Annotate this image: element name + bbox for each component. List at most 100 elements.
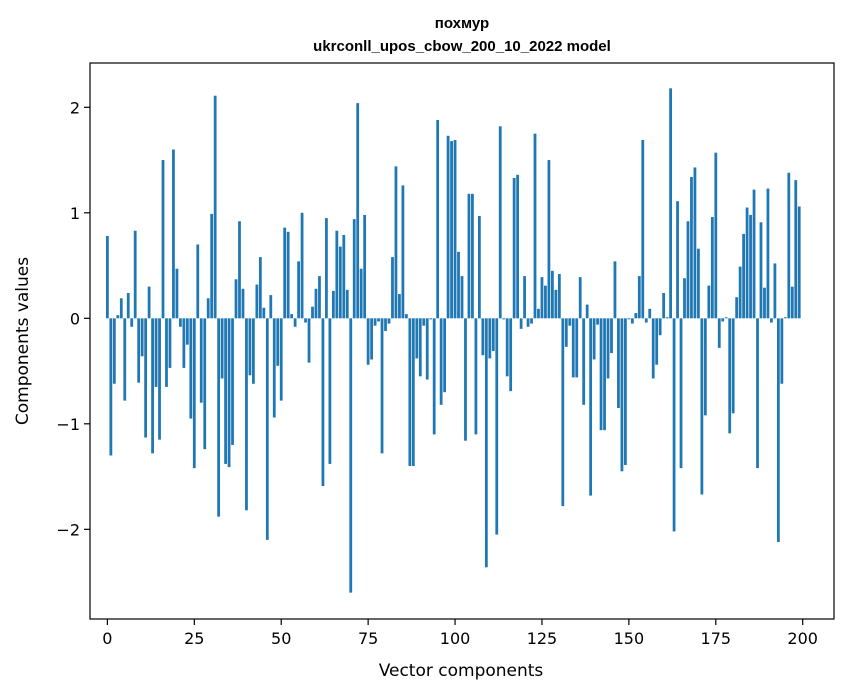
bar xyxy=(349,318,353,593)
bar xyxy=(537,308,540,319)
y-tick-label: −1 xyxy=(56,415,80,434)
bars-group xyxy=(105,88,801,593)
bar xyxy=(425,318,429,380)
bar xyxy=(234,279,238,319)
bar xyxy=(498,126,502,319)
bar xyxy=(196,244,200,319)
bar xyxy=(158,318,161,440)
bar xyxy=(516,174,520,319)
bar xyxy=(300,212,304,319)
bar xyxy=(471,193,474,319)
bar xyxy=(627,318,631,320)
bar xyxy=(398,294,401,319)
y-tick-label: −2 xyxy=(56,520,80,539)
bar xyxy=(443,318,447,393)
bar xyxy=(731,318,735,414)
bar xyxy=(422,318,426,326)
bar xyxy=(637,276,641,319)
bar xyxy=(547,160,551,319)
bar xyxy=(123,318,127,401)
bar xyxy=(484,318,488,568)
bar xyxy=(644,318,648,323)
bar xyxy=(415,318,419,359)
bar xyxy=(213,95,217,319)
x-tick-label: 175 xyxy=(701,629,732,648)
bar xyxy=(394,166,398,319)
bar xyxy=(613,261,617,319)
bar xyxy=(401,185,405,319)
bar xyxy=(283,227,287,319)
bar xyxy=(502,318,506,320)
bar xyxy=(693,167,697,319)
bar xyxy=(526,318,530,327)
bar xyxy=(783,317,787,319)
y-axis-ticks: −2 −1 0 1 2 xyxy=(56,98,90,539)
bar xyxy=(557,274,561,319)
bar xyxy=(307,318,311,363)
bar xyxy=(780,318,784,384)
bar xyxy=(172,149,175,319)
bar xyxy=(408,318,412,467)
bar xyxy=(418,318,422,377)
bar xyxy=(710,217,714,319)
bar xyxy=(318,276,321,319)
bar xyxy=(596,318,599,325)
chart-title: похмур xyxy=(435,15,489,32)
bar xyxy=(144,318,148,438)
bar xyxy=(759,222,763,319)
bar xyxy=(568,318,572,326)
bar xyxy=(391,257,394,319)
bar xyxy=(168,318,172,368)
bar xyxy=(582,318,586,405)
bar xyxy=(519,318,523,329)
bar xyxy=(258,257,262,319)
y-tick-label: 1 xyxy=(70,204,80,223)
bar xyxy=(592,318,596,360)
bar xyxy=(658,318,662,336)
bar xyxy=(210,213,214,319)
x-tick-label: 100 xyxy=(440,629,471,648)
bar xyxy=(634,313,638,319)
bar xyxy=(617,318,620,408)
bar xyxy=(467,193,471,319)
bar xyxy=(411,318,415,467)
bar xyxy=(794,180,798,319)
bar xyxy=(356,103,360,319)
bar xyxy=(749,214,752,319)
bar xyxy=(154,318,158,387)
bar xyxy=(325,218,328,319)
bar xyxy=(464,318,467,441)
bar xyxy=(370,318,373,360)
bar xyxy=(182,318,186,368)
bar xyxy=(359,268,363,319)
bar xyxy=(787,172,791,319)
bar xyxy=(199,318,203,403)
chart-subtitle: ukrconll_upos_cbow_200_10_2022 model xyxy=(313,38,611,55)
bar xyxy=(342,234,346,319)
bar xyxy=(606,318,610,379)
bar xyxy=(665,317,669,319)
bar xyxy=(690,176,693,319)
bar xyxy=(446,135,450,319)
bar xyxy=(571,318,575,378)
bar xyxy=(686,221,690,319)
bar xyxy=(137,318,141,383)
bar xyxy=(641,140,645,319)
bar xyxy=(241,288,245,319)
bar xyxy=(523,276,526,319)
bar xyxy=(203,318,207,450)
bar xyxy=(227,318,231,468)
bar xyxy=(262,307,266,319)
bar xyxy=(338,246,342,319)
bar xyxy=(721,318,725,322)
bar xyxy=(655,318,659,365)
x-tick-label: 0 xyxy=(102,629,112,648)
bar xyxy=(366,318,370,365)
bar xyxy=(321,318,325,487)
bar xyxy=(738,266,742,319)
bar xyxy=(669,88,672,319)
bar xyxy=(790,286,794,319)
bar xyxy=(373,318,377,326)
x-tick-label: 25 xyxy=(184,629,204,648)
